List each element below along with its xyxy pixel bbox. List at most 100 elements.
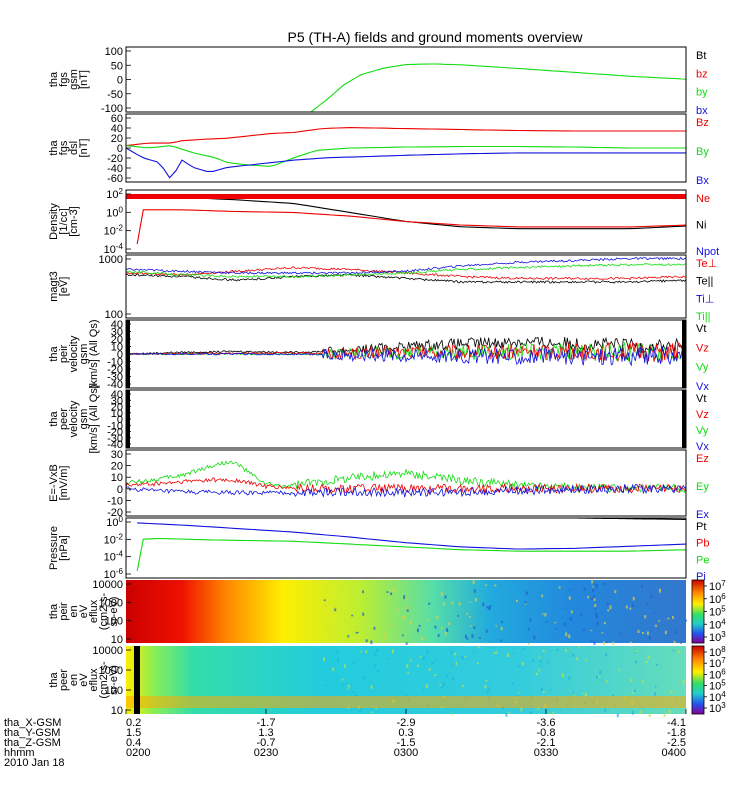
spectrogram-texture (542, 649, 545, 652)
y-tick-label: -20 (107, 153, 123, 165)
spectrogram-texture (425, 684, 428, 688)
spectrogram-texture (546, 621, 549, 623)
spectrogram-texture (517, 665, 520, 667)
y-tick-label: -10 (107, 357, 123, 369)
y-tick-label: 100 (106, 205, 123, 219)
spectrogram-texture (440, 686, 443, 689)
spectrogram-texture (641, 632, 644, 634)
x-row-value: -2.1 (537, 737, 556, 749)
spectrogram-texture (351, 614, 354, 617)
spectrogram-texture (434, 625, 437, 629)
spectrogram-texture (407, 671, 410, 674)
spectrogram-texture (398, 609, 401, 611)
spectrogram-texture (684, 619, 687, 622)
spectrogram-texture (431, 661, 434, 665)
spectrogram-texture (355, 632, 358, 634)
spectrogram-texture (675, 630, 678, 634)
y-axis-label: tha (48, 671, 60, 687)
spectrogram-texture (634, 689, 637, 692)
spectrogram-texture (391, 624, 394, 626)
spectrogram-texture (478, 637, 481, 639)
spectrogram-texture (541, 594, 544, 598)
spectrogram-texture (442, 602, 445, 606)
spectrogram-texture (347, 635, 350, 638)
y-tick-label: 102 (106, 187, 123, 201)
y-tick-label: 1000 (99, 665, 123, 677)
spectrogram-texture (594, 607, 597, 610)
spectrogram-texture (569, 616, 572, 621)
spectrogram-texture (506, 653, 509, 657)
spectrogram-texture (409, 659, 412, 662)
spectrogram-texture (362, 590, 365, 594)
spectrogram-texture (492, 647, 495, 649)
spectrogram-texture (489, 605, 492, 608)
spectrogram-texture (439, 684, 442, 686)
spectrogram-texture (529, 618, 532, 622)
x-row-value: 0.4 (126, 737, 141, 749)
spectrogram-texture (646, 631, 649, 635)
legend-entry: By (696, 146, 709, 158)
spectrogram-texture (440, 592, 443, 596)
spectrogram-texture (342, 684, 345, 686)
spectrogram-texture (561, 673, 564, 678)
spectrogram-texture (436, 615, 439, 620)
y-axis-label: [nT] (78, 70, 90, 89)
y-axis-label: velocity (68, 335, 80, 372)
series-line-by (310, 63, 687, 113)
spectrogram-texture (383, 635, 386, 639)
panel-frame (125, 189, 687, 254)
spectrogram-texture (406, 609, 409, 612)
spectrogram-texture (632, 597, 635, 601)
colorbar-label: 103 (709, 630, 726, 644)
y-tick-label: 40 (111, 319, 123, 331)
spectrogram-texture (422, 688, 425, 691)
y-tick-label: -100 (101, 103, 123, 115)
spectrogram-texture (428, 602, 431, 605)
legend-entry: Te|| (696, 276, 713, 288)
spectrogram-texture (520, 707, 523, 712)
y-axis-label: en (68, 605, 80, 617)
spectrogram-texture (641, 680, 644, 683)
y-tick-label: -40 (107, 379, 123, 391)
spectrogram-texture (524, 603, 527, 605)
low-energy-band (126, 696, 686, 708)
spectrogram-texture (591, 586, 594, 588)
panel-4: Te⊥ Te|| Ti⊥ Ti|| 1000 100 magt3[eV] (48, 254, 717, 323)
spectrogram-texture (631, 692, 634, 694)
figure-title: P5 (TH-A) fields and ground moments over… (288, 29, 584, 45)
spectrogram-texture (464, 634, 467, 639)
y-tick-label: 20 (111, 334, 123, 346)
y-axis-label: (cm2-s- (98, 593, 110, 631)
spectrogram-texture (511, 682, 514, 685)
spectrogram-texture (451, 713, 454, 716)
x-row-value: 0330 (534, 747, 558, 759)
spectrogram-texture (603, 582, 606, 585)
spectrogram-texture (390, 592, 393, 596)
spectrogram-texture (551, 712, 554, 715)
spectrogram-texture (445, 628, 448, 631)
y-tick-label: 0 (117, 484, 123, 496)
y-axis-label: tha (48, 345, 60, 361)
edge-bar (682, 320, 686, 388)
spectrogram-texture (595, 583, 598, 588)
spectrogram-texture (614, 590, 617, 594)
legend-entry: Bz (696, 117, 709, 129)
y-tick-label: 100 (105, 616, 123, 628)
legend-entry: Pe (696, 554, 709, 566)
spectrogram-texture (629, 641, 632, 644)
spectrogram-texture (469, 616, 472, 618)
spectrogram-texture (569, 589, 572, 591)
y-axis-label: [km/s] (All Qs) (88, 384, 100, 453)
series-line-ne (136, 209, 687, 245)
spectrogram-texture (405, 642, 408, 645)
legend-entry: Vt (696, 393, 706, 405)
spectrogram-texture (604, 708, 607, 712)
spectrogram-texture (359, 651, 362, 653)
spectrogram-texture (474, 597, 477, 602)
y-tick-label: -40 (107, 163, 123, 175)
y-axis-label: tha (48, 71, 60, 87)
spectrogram-texture (639, 710, 642, 714)
y-axis-label: [1/cc] (58, 208, 70, 234)
